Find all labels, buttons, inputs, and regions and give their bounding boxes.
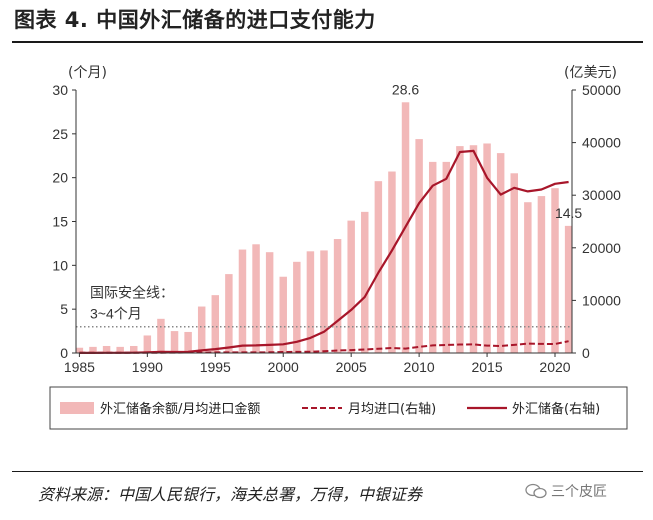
bar-2011 — [428, 161, 437, 353]
left-tick-label: 10 — [52, 257, 68, 273]
bar-2012 — [442, 161, 451, 353]
bar-1992 — [170, 331, 179, 353]
bar-1990 — [143, 335, 152, 353]
x-tick-label: 2020 — [539, 359, 570, 375]
chart-svg: 0 5 10 15 20 25 30 0 10000 20000 30000 40000 50000 19… — [49, 65, 628, 430]
right-tick-label: 40000 — [582, 135, 621, 151]
chat-bubble-icon — [525, 483, 547, 499]
left-tick-label: 15 — [52, 214, 68, 230]
bar-2019 — [537, 196, 546, 353]
legend-label-import: 月均进口(右轴) — [348, 402, 436, 417]
bar-2000 — [279, 276, 287, 353]
bar-2008 — [388, 171, 396, 353]
figure-title: 图表 4. 中国外汇储备的进口支付能力 — [14, 8, 376, 32]
right-axis-unit: (亿美元) — [564, 65, 617, 81]
bar-2018 — [524, 202, 532, 353]
bar-2004 — [333, 239, 342, 353]
bar-1986 — [89, 346, 97, 353]
fx-reserve-line — [79, 149, 569, 354]
bottom-rule — [12, 471, 643, 472]
left-tick-label: 5 — [60, 301, 68, 317]
bar-2020 — [551, 188, 559, 353]
left-tick-label: 0 — [60, 345, 68, 361]
bar-2001 — [293, 261, 301, 353]
legend-label-bar: 外汇储备余额/月均进口金额 — [100, 401, 260, 417]
right-tick-label: 30000 — [582, 187, 621, 203]
bar-1991 — [157, 318, 165, 353]
bar-2015 — [483, 143, 491, 353]
bar-2013 — [456, 146, 464, 353]
bar-2021 — [564, 225, 573, 353]
watermark: 三个皮匠 — [525, 481, 607, 501]
bar-1989 — [130, 345, 138, 353]
bars-group — [75, 102, 573, 353]
legend-swatch-bar — [60, 402, 94, 414]
threshold-label-1: 国际安全线： — [90, 285, 174, 301]
bar-2017 — [510, 173, 518, 353]
x-tick-label: 1995 — [200, 359, 231, 375]
bar-2010 — [415, 139, 423, 353]
left-tick-label: 30 — [52, 82, 68, 98]
right-tick-label: 50000 — [582, 82, 621, 98]
bar-2016 — [496, 153, 505, 353]
watermark-text: 三个皮匠 — [551, 484, 607, 500]
data-label-2009: 28.6 — [392, 81, 419, 97]
bar-2005 — [347, 220, 355, 353]
left-axis-unit: (个月) — [68, 65, 107, 81]
x-tick-label: 1990 — [132, 359, 163, 375]
right-tick-label: 20000 — [582, 240, 621, 256]
bar-1999 — [265, 252, 274, 353]
right-tick-label: 0 — [582, 345, 590, 361]
x-tick-label: 2000 — [268, 359, 299, 375]
bar-2003 — [320, 250, 328, 353]
bar-1998 — [252, 244, 260, 353]
bar-1988 — [116, 346, 124, 353]
source-note: 资料来源：中国人民银行，海关总署，万得，中银证券 — [38, 485, 423, 504]
axes-group: 0 5 10 15 20 25 30 0 10000 20000 30000 40000 50000 19… — [52, 65, 621, 375]
x-tick-label: 2005 — [336, 359, 367, 375]
bar-2007 — [374, 181, 383, 353]
bar-2014 — [469, 145, 478, 353]
legend-group: 外汇储备余额/月均进口金额 月均进口(右轴) 外汇储备(右轴) — [49, 386, 628, 430]
bar-1994 — [197, 306, 206, 353]
legend-label-reserve: 外汇储备(右轴) — [512, 401, 600, 417]
bar-1993 — [184, 331, 192, 353]
annotations-group: 国际安全线： 3~4个月 28.6 14.5 — [90, 81, 582, 321]
left-tick-label: 20 — [52, 170, 68, 186]
bar-2002 — [306, 251, 315, 353]
x-tick-label: 1985 — [64, 359, 95, 375]
bar-1997 — [238, 249, 247, 353]
bar-1985 — [75, 347, 84, 353]
bar-1987 — [102, 345, 111, 353]
bar-2006 — [361, 211, 369, 353]
x-tick-label: 2010 — [404, 359, 435, 375]
threshold-label-2: 3~4个月 — [90, 306, 142, 322]
bar-1995 — [211, 295, 220, 353]
x-tick-label: 2015 — [471, 359, 502, 375]
title-rule — [12, 41, 643, 43]
left-tick-label: 25 — [52, 126, 68, 142]
bar-1996 — [225, 274, 233, 353]
data-label-2021: 14.5 — [555, 205, 582, 221]
right-tick-label: 10000 — [582, 292, 621, 308]
